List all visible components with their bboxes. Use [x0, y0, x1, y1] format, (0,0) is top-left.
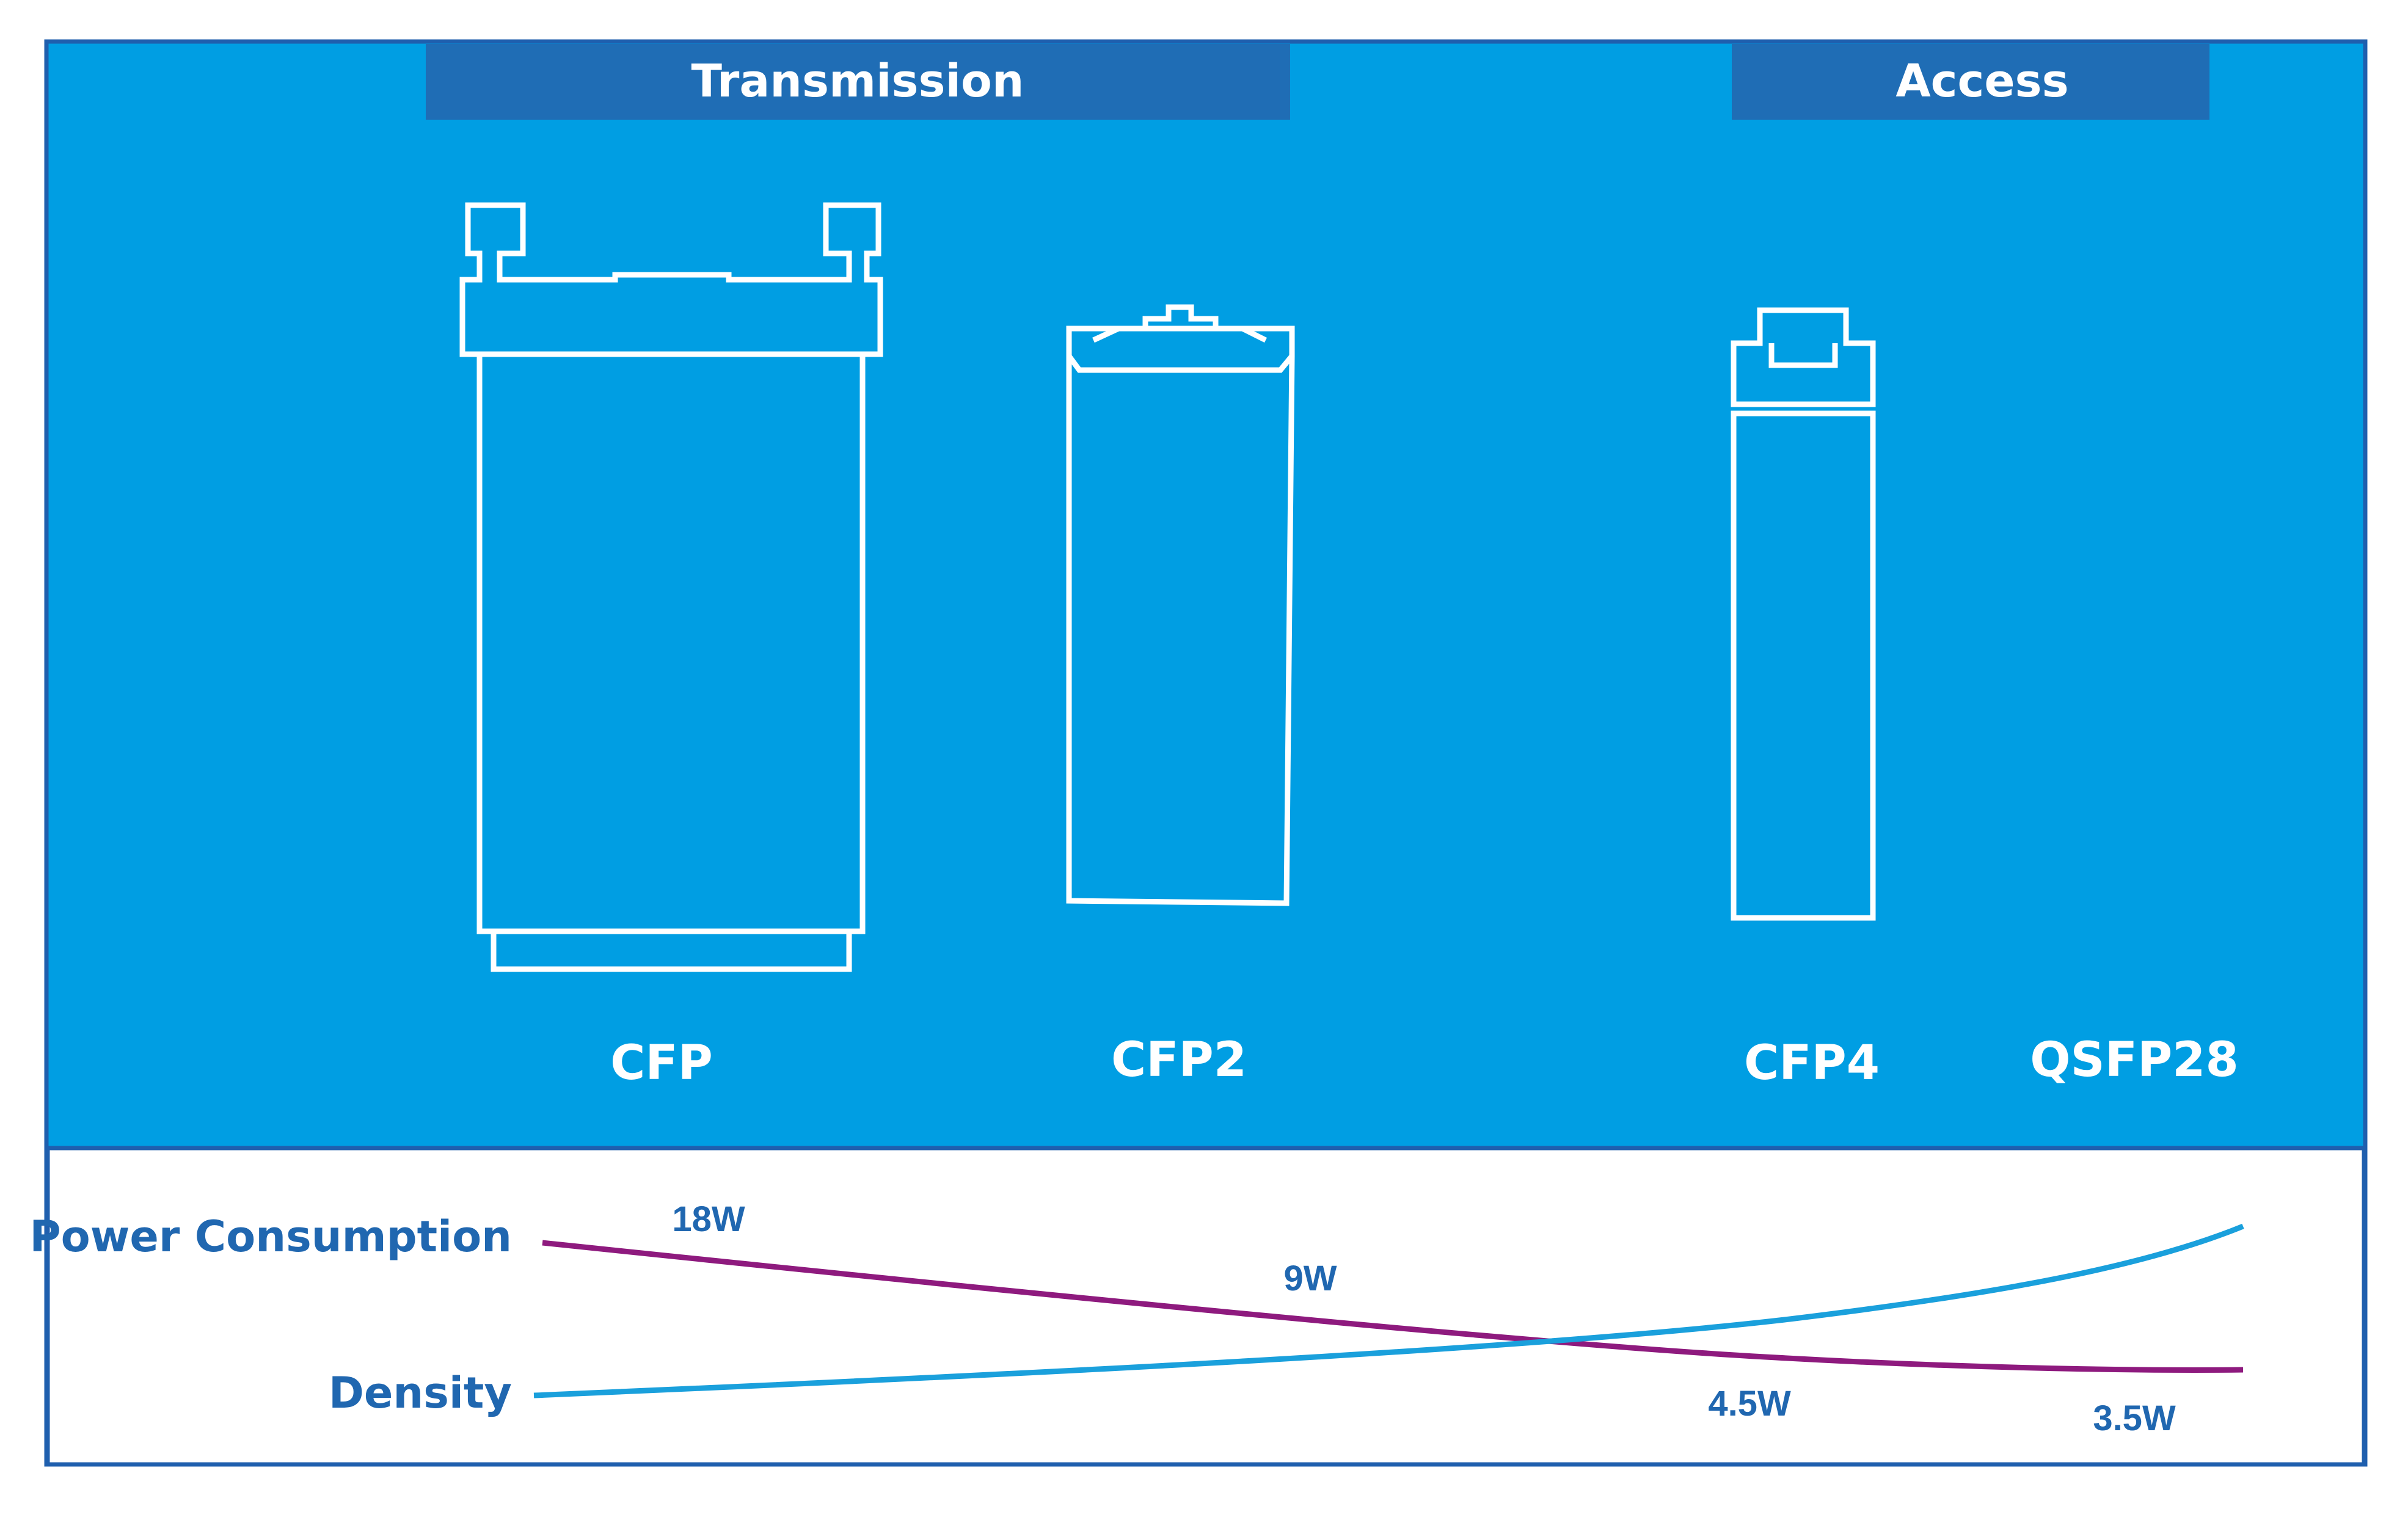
power-consumption-curve	[542, 1240, 2244, 1373]
outer-frame	[44, 39, 2368, 1467]
transmission-header	[426, 44, 1290, 120]
power-value-cfp4: 4.5W	[1708, 1384, 1791, 1424]
module-label-cfp: CFP	[610, 1036, 713, 1091]
modules-panel	[46, 42, 2365, 1148]
module-label-cfp2: CFP2	[1111, 1033, 1247, 1088]
access-label: Access	[1895, 55, 2068, 107]
module-label-cfp4: CFP4	[1744, 1036, 1880, 1091]
cfp2-module-icon	[1066, 304, 1295, 906]
cfp-module-icon	[459, 202, 883, 972]
power-value-cfp2: 9W	[1284, 1259, 1337, 1298]
power-value-qsfp28: 3.5W	[2093, 1398, 2176, 1438]
transmission-label: Transmission	[691, 55, 1024, 107]
density-curve	[533, 1223, 2244, 1398]
comparison-panel	[45, 1146, 2366, 1467]
power-value-cfp: 18W	[672, 1199, 745, 1239]
power-consumption-label: Power Consumption	[29, 1212, 512, 1262]
density-label: Density	[329, 1368, 512, 1418]
module-label-qsfp28: QSFP28	[2030, 1033, 2238, 1088]
cfp4-module-icon	[1731, 307, 1876, 921]
access-header	[1732, 44, 2209, 120]
